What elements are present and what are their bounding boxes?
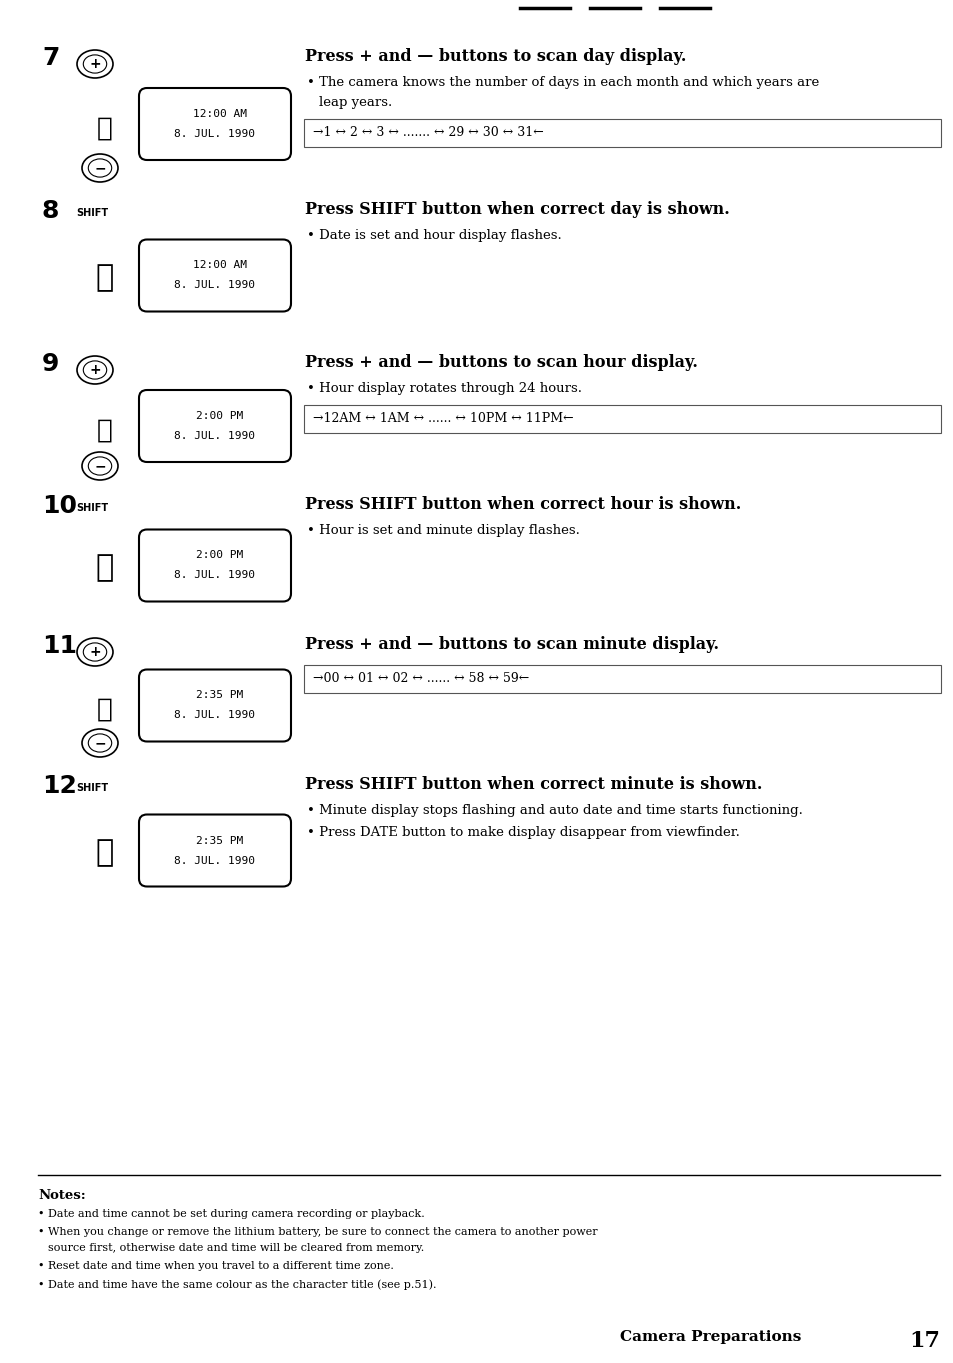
Text: 7: 7 xyxy=(42,46,59,70)
Text: Press SHIFT button when correct day is shown.: Press SHIFT button when correct day is s… xyxy=(305,200,729,218)
Ellipse shape xyxy=(77,638,112,667)
FancyBboxPatch shape xyxy=(304,665,940,692)
Text: 8. JUL. 1990: 8. JUL. 1990 xyxy=(174,431,255,442)
Text: • Reset date and time when you travel to a different time zone.: • Reset date and time when you travel to… xyxy=(38,1261,394,1272)
Text: 2:00 PM: 2:00 PM xyxy=(196,412,243,421)
Text: Press + and — buttons to scan minute display.: Press + and — buttons to scan minute dis… xyxy=(305,637,719,653)
Ellipse shape xyxy=(82,729,118,756)
Text: Press SHIFT button when correct hour is shown.: Press SHIFT button when correct hour is … xyxy=(305,496,740,512)
Text: • Hour display rotates through 24 hours.: • Hour display rotates through 24 hours. xyxy=(307,382,581,395)
Text: • Press DATE button to make display disappear from viewfinder.: • Press DATE button to make display disa… xyxy=(307,826,740,840)
Text: SHIFT: SHIFT xyxy=(76,209,108,218)
Ellipse shape xyxy=(89,457,112,476)
Ellipse shape xyxy=(83,643,107,661)
Text: • Hour is set and minute display flashes.: • Hour is set and minute display flashes… xyxy=(307,523,579,537)
Text: 8. JUL. 1990: 8. JUL. 1990 xyxy=(174,129,255,139)
Ellipse shape xyxy=(83,55,107,74)
Text: source first, otherwise date and time will be cleared from memory.: source first, otherwise date and time wi… xyxy=(48,1243,424,1253)
Text: 17: 17 xyxy=(908,1330,939,1352)
Text: →00 ↔ 01 ↔ 02 ↔ ...... ↔ 58 ↔ 59←: →00 ↔ 01 ↔ 02 ↔ ...... ↔ 58 ↔ 59← xyxy=(313,672,529,686)
Text: ☞: ☞ xyxy=(95,837,114,868)
Ellipse shape xyxy=(77,356,112,384)
Text: • Date and time cannot be set during camera recording or playback.: • Date and time cannot be set during cam… xyxy=(38,1209,424,1219)
Text: • When you change or remove the lithium battery, be sure to connect the camera t: • When you change or remove the lithium … xyxy=(38,1227,597,1238)
Text: 11: 11 xyxy=(42,634,77,658)
Text: +: + xyxy=(89,57,101,71)
Text: 2:35 PM: 2:35 PM xyxy=(196,836,243,845)
Text: →1 ↔ 2 ↔ 3 ↔ ....... ↔ 29 ↔ 30 ↔ 31←: →1 ↔ 2 ↔ 3 ↔ ....... ↔ 29 ↔ 30 ↔ 31← xyxy=(313,127,543,139)
Text: 8. JUL. 1990: 8. JUL. 1990 xyxy=(174,856,255,866)
Text: • Minute display stops flashing and auto date and time starts functioning.: • Minute display stops flashing and auto… xyxy=(307,804,802,816)
Text: • Date is set and hour display flashes.: • Date is set and hour display flashes. xyxy=(307,229,561,243)
Text: Press SHIFT button when correct minute is shown.: Press SHIFT button when correct minute i… xyxy=(305,776,761,793)
Text: +: + xyxy=(89,645,101,658)
Text: →12AM ↔ 1AM ↔ ...... ↔ 10PM ↔ 11PM←: →12AM ↔ 1AM ↔ ...... ↔ 10PM ↔ 11PM← xyxy=(313,413,573,425)
Text: 12:00 AM: 12:00 AM xyxy=(193,109,247,119)
Ellipse shape xyxy=(82,453,118,480)
FancyBboxPatch shape xyxy=(139,669,291,741)
Text: ☞: ☞ xyxy=(95,262,114,293)
Ellipse shape xyxy=(89,159,112,177)
Text: • The camera knows the number of days in each month and which years are: • The camera knows the number of days in… xyxy=(307,76,819,89)
Text: Press + and — buttons to scan hour display.: Press + and — buttons to scan hour displ… xyxy=(305,354,698,371)
Text: SHIFT: SHIFT xyxy=(76,782,108,793)
Text: 2:35 PM: 2:35 PM xyxy=(196,691,243,701)
Text: +: + xyxy=(89,363,101,378)
Text: 8. JUL. 1990: 8. JUL. 1990 xyxy=(174,281,255,290)
FancyBboxPatch shape xyxy=(139,240,291,312)
Text: ☞: ☞ xyxy=(95,552,114,583)
FancyBboxPatch shape xyxy=(139,390,291,462)
Text: −: − xyxy=(94,459,106,473)
Text: −: − xyxy=(94,736,106,750)
Text: Camera Preparations: Camera Preparations xyxy=(619,1330,801,1344)
Text: • Date and time have the same colour as the character title (see p.51).: • Date and time have the same colour as … xyxy=(38,1278,436,1289)
Text: ☞: ☞ xyxy=(97,417,112,443)
FancyBboxPatch shape xyxy=(139,529,291,601)
Text: leap years.: leap years. xyxy=(318,95,392,109)
FancyBboxPatch shape xyxy=(139,815,291,886)
FancyBboxPatch shape xyxy=(304,405,940,433)
Ellipse shape xyxy=(77,50,112,78)
Text: 8. JUL. 1990: 8. JUL. 1990 xyxy=(174,710,255,721)
Text: 9: 9 xyxy=(42,352,59,376)
Text: ☞: ☞ xyxy=(97,116,112,140)
Text: 8: 8 xyxy=(42,199,59,224)
Text: 12: 12 xyxy=(42,774,77,797)
Ellipse shape xyxy=(89,733,112,752)
Ellipse shape xyxy=(82,154,118,183)
Text: 10: 10 xyxy=(42,493,77,518)
Text: ☞: ☞ xyxy=(97,696,112,722)
Text: Press + and — buttons to scan day display.: Press + and — buttons to scan day displa… xyxy=(305,48,685,65)
FancyBboxPatch shape xyxy=(304,119,940,147)
Text: 12:00 AM: 12:00 AM xyxy=(193,260,247,270)
Text: SHIFT: SHIFT xyxy=(76,503,108,512)
Text: −: − xyxy=(94,161,106,174)
Text: Notes:: Notes: xyxy=(38,1189,86,1202)
FancyBboxPatch shape xyxy=(139,89,291,159)
Text: 8. JUL. 1990: 8. JUL. 1990 xyxy=(174,571,255,581)
Text: 2:00 PM: 2:00 PM xyxy=(196,551,243,560)
Ellipse shape xyxy=(83,361,107,379)
